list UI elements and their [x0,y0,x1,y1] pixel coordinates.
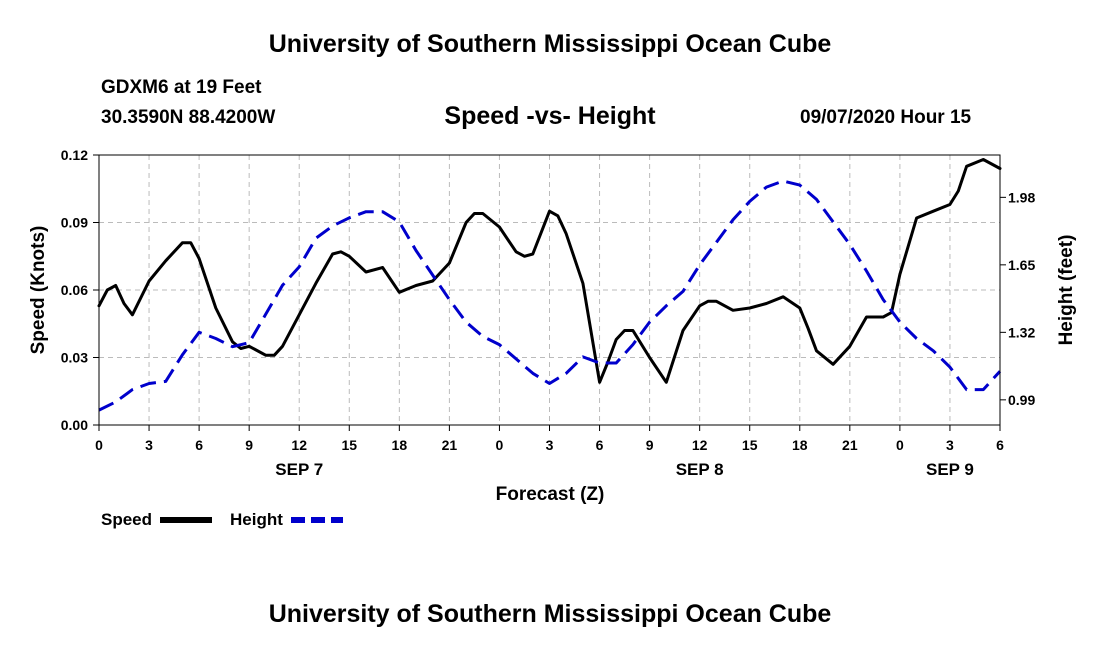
x-tick-label: 21 [842,437,858,453]
x-tick-label: 21 [442,437,458,453]
legend-height-label: Height [230,510,283,529]
x-tick-label: 15 [341,437,357,453]
x-tick-label: 18 [392,437,408,453]
plot-frame [98,154,1001,426]
forecast-time-label: 09/07/2020 Hour 15 [800,107,972,128]
y-axis-label: Speed (Knots) [28,226,49,355]
chart-title: Speed -vs- Height [444,102,656,130]
y-tick-label: 0.00 [61,417,88,433]
page-title: University of Southern Mississippi Ocean… [268,30,832,58]
date-label: SEP 8 [676,460,724,479]
y2-tick-label: 1.32 [1008,324,1035,340]
x-tick-label: 0 [95,437,103,453]
x-tick-label: 12 [291,437,307,453]
station-label: GDXM6 at 19 Feet [101,77,262,98]
x-tick-label: 6 [996,437,1004,453]
date-label: SEP 9 [926,460,974,479]
x-tick-label: 15 [742,437,758,453]
y2-tick-label: 1.98 [1008,189,1035,205]
x-axis-label: Forecast (Z) [496,484,605,505]
x-tick-label: 6 [596,437,604,453]
y2-tick-label: 0.99 [1008,392,1035,408]
y-tick-label: 0.09 [61,215,88,231]
footer-title: University of Southern Mississippi Ocean… [268,600,832,628]
height-series-line [98,179,1002,412]
x-tick-label: 0 [896,437,904,453]
x-tick-label: 12 [692,437,708,453]
x-tick-label: 3 [546,437,554,453]
date-label: SEP 7 [275,460,323,479]
location-label: 30.3590N 88.4200W [101,107,276,128]
x-tick-label: 9 [245,437,253,453]
y-tick-label: 0.12 [61,147,88,163]
y2-tick-label: 1.65 [1008,257,1035,273]
x-tick-label: 3 [145,437,153,453]
y-tick-label: 0.06 [61,282,88,298]
y-tick-label: 0.03 [61,350,88,366]
x-tick-label: 18 [792,437,808,453]
x-tick-label: 3 [946,437,954,453]
legend-speed-label: Speed [101,510,152,529]
x-tick-label: 0 [496,437,504,453]
x-tick-label: 6 [195,437,203,453]
y2-axis-label: Height (feet) [1056,235,1077,346]
x-tick-label: 9 [646,437,654,453]
